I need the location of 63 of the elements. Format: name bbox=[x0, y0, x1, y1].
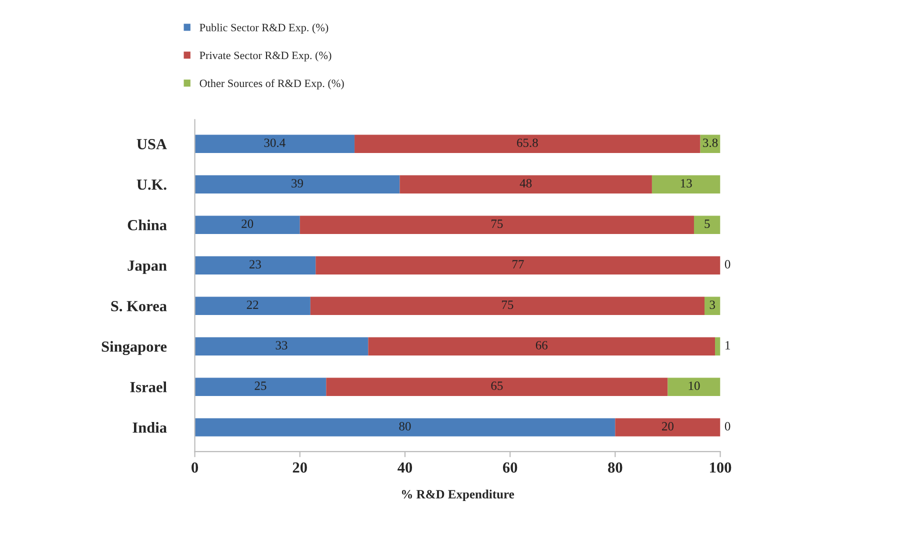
data-label: 33 bbox=[276, 341, 288, 350]
bar bbox=[194, 418, 616, 436]
legend-label: Public Sector R&D Exp. (%) bbox=[200, 23, 328, 34]
bar bbox=[316, 256, 720, 274]
x-tick-label: 40 bbox=[398, 462, 412, 473]
data-label: 0 bbox=[724, 422, 730, 430]
data-label: 22 bbox=[246, 300, 258, 309]
data-label: 75 bbox=[502, 300, 514, 309]
y-tick-label: U.K. bbox=[136, 180, 166, 190]
data-label: 23 bbox=[250, 260, 261, 268]
bar bbox=[715, 337, 720, 356]
data-label: 10 bbox=[688, 382, 700, 390]
y-tick-label: USA bbox=[136, 139, 167, 150]
data-label: 0 bbox=[724, 260, 730, 268]
bar bbox=[300, 216, 694, 234]
bar bbox=[368, 337, 716, 356]
bar bbox=[704, 296, 720, 315]
bar bbox=[194, 175, 400, 194]
bar bbox=[310, 296, 705, 315]
legend-label: Other Sources of R&D Exp. (%) bbox=[200, 79, 344, 90]
data-label: 13 bbox=[680, 179, 692, 188]
legend-label: Private Sector R&D Exp. (%) bbox=[200, 51, 332, 62]
bar bbox=[194, 378, 326, 396]
y-tick-label: Israel bbox=[130, 382, 167, 392]
bar bbox=[194, 216, 300, 234]
data-label: 3 bbox=[710, 300, 716, 309]
y-tick-label: S. Korea bbox=[111, 301, 167, 312]
x-tick-label: 80 bbox=[608, 462, 622, 473]
data-label: 77 bbox=[512, 260, 524, 268]
y-tick-label: Japan bbox=[128, 260, 167, 274]
bar bbox=[194, 296, 310, 315]
x-axis-title: % R&D Expenditure bbox=[402, 490, 514, 502]
data-label: 1 bbox=[726, 341, 730, 350]
x-tick-label: 20 bbox=[292, 462, 307, 473]
data-label: 5 bbox=[704, 220, 710, 228]
data-label: 39 bbox=[292, 179, 303, 188]
data-label: 3.8 bbox=[703, 138, 718, 148]
bar bbox=[400, 175, 652, 194]
bar bbox=[652, 175, 720, 194]
x-tick-label: 60 bbox=[502, 462, 518, 473]
x-tick-label: 0 bbox=[192, 462, 198, 473]
y-tick-label: China bbox=[128, 220, 167, 230]
data-label: 65 bbox=[491, 382, 503, 390]
data-label: 20 bbox=[242, 220, 254, 228]
bar bbox=[354, 134, 700, 153]
data-label: 25 bbox=[254, 382, 266, 390]
data-label: 20 bbox=[662, 422, 674, 430]
data-label: 80 bbox=[399, 422, 411, 430]
data-label: 48 bbox=[520, 179, 532, 188]
bar bbox=[668, 378, 720, 396]
bar bbox=[194, 337, 368, 356]
bar bbox=[694, 216, 720, 234]
data-label: 66 bbox=[536, 341, 548, 350]
y-tick-label: Singapore bbox=[102, 341, 167, 356]
bar bbox=[194, 256, 316, 274]
bar bbox=[194, 134, 355, 153]
data-label: 75 bbox=[492, 220, 503, 228]
x-tick-label: 100 bbox=[710, 462, 732, 473]
data-label: 30.4 bbox=[264, 138, 286, 148]
data-label: 65.8 bbox=[517, 138, 538, 148]
bar bbox=[615, 418, 720, 436]
bar bbox=[326, 378, 668, 396]
y-tick-label: India bbox=[132, 422, 167, 433]
